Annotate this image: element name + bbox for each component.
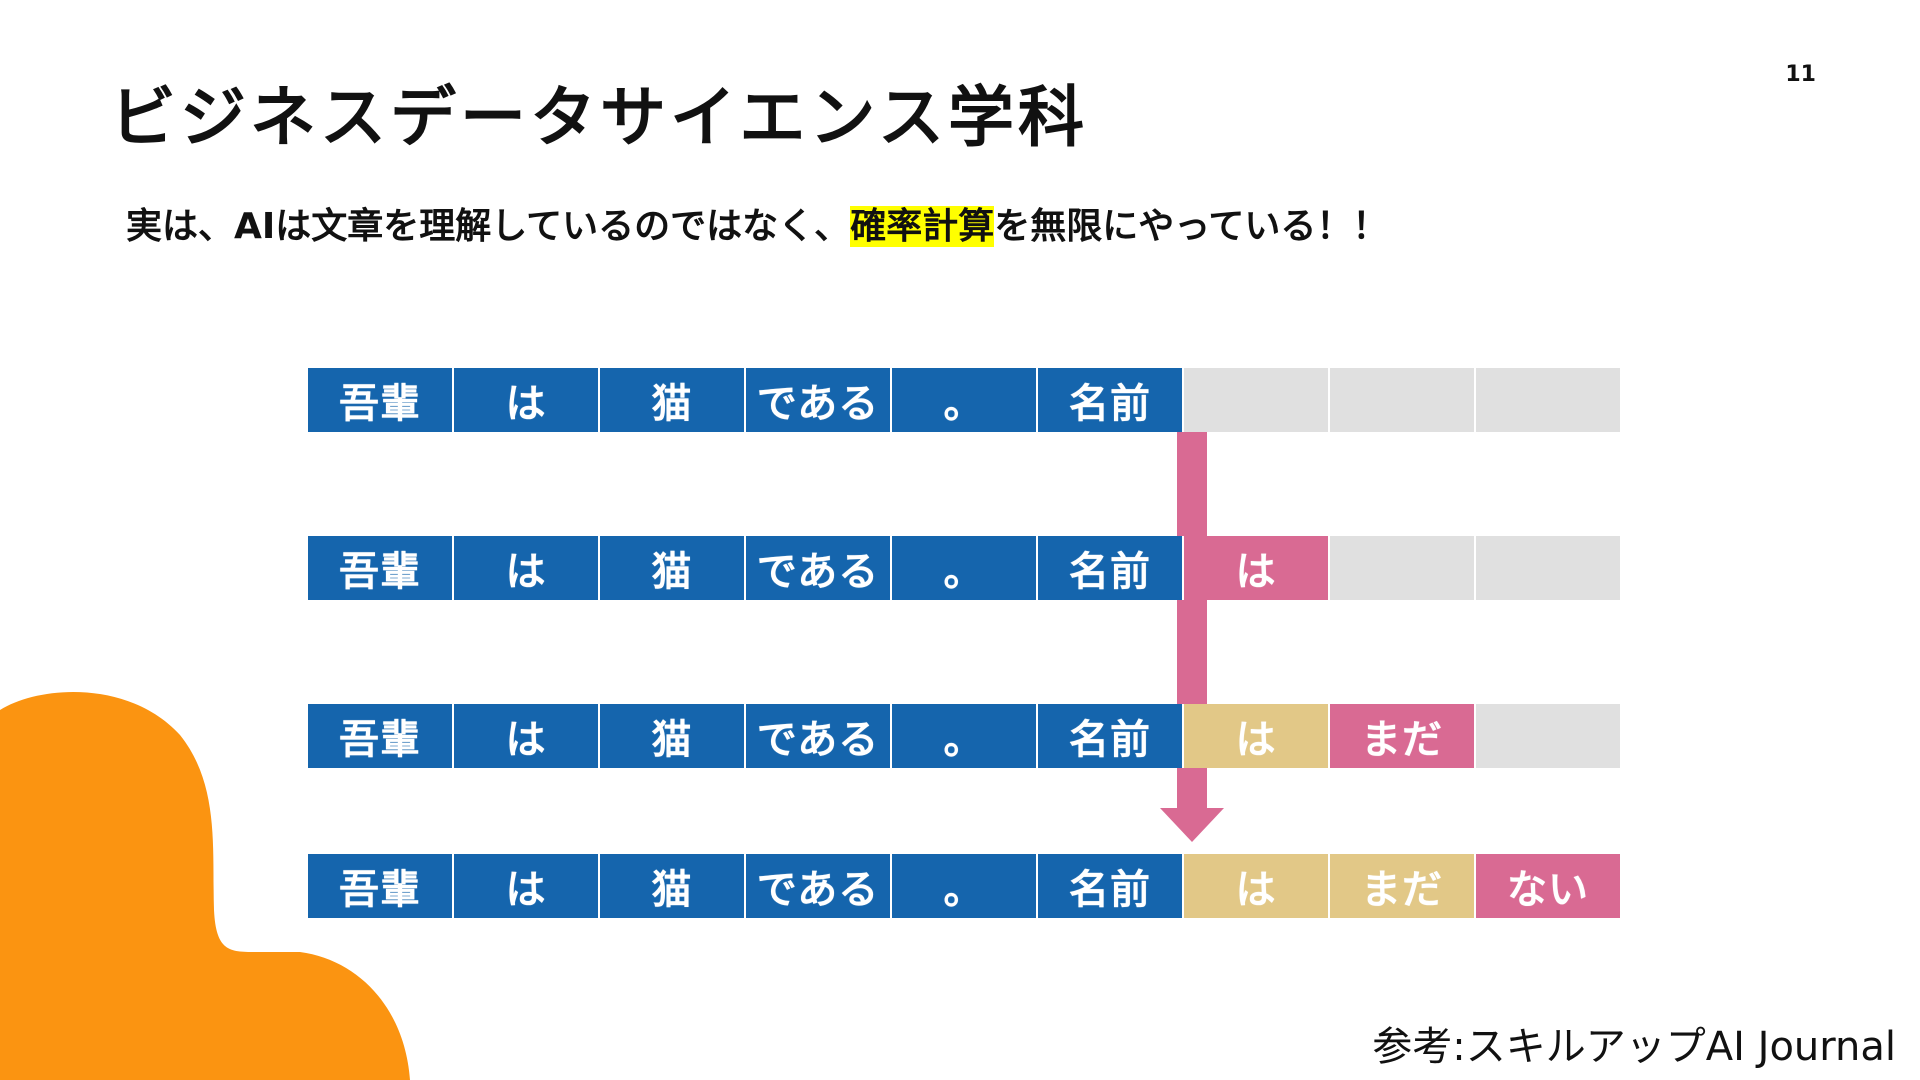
token-cell-blue: である [746,854,890,918]
subtitle-before: 実は、AIは文章を理解しているのではなく、 [126,206,851,247]
token-text: 。 [943,549,985,595]
connector-3 [1177,768,1207,810]
token-row-1: 吾輩 は 猫 である 。 名前 [308,368,1622,432]
token-text: 。 [943,381,985,427]
token-text: 吾輩 [339,549,421,595]
token-cell-tan: まだ [1330,854,1474,918]
token-cell-empty [1184,368,1328,432]
token-cell-blue: 吾輩 [308,704,452,768]
token-text: まだ [1361,717,1443,763]
token-prediction-diagram: 吾輩は猫である。名前 吾輩は猫である。名前は 吾輩は猫である。名前はまだ 吾輩は… [308,368,1620,928]
token-cell-blue: 。 [892,704,1036,768]
subtitle: 実は、AIは文章を理解しているのではなく、確率計算を無限にやっている！！ [126,202,1388,252]
token-text: は [505,549,547,595]
token-cell-blue: 名前 [1038,704,1182,768]
token-cell-empty [1330,368,1474,432]
token-text: 猫 [651,867,693,913]
token-cell-blue: は [454,704,598,768]
token-cell-empty [1476,368,1620,432]
token-text: 猫 [651,549,693,595]
token-text: 吾輩 [339,381,421,427]
subtitle-highlight: 確率計算 [850,206,995,247]
token-cell-blue: である [746,704,890,768]
token-text: である [756,381,880,427]
reference-citation: 参考:スキルアップAI Journal [1372,1024,1896,1070]
token-text: ない [1507,867,1589,913]
token-text: 名前 [1069,867,1151,913]
token-text: は [1235,549,1277,595]
token-row-2: 吾輩 は 猫 である 。 名前 は [308,536,1622,600]
token-cell-blue: 猫 [600,536,744,600]
token-cell-tan: は [1184,704,1328,768]
token-text: 。 [943,867,985,913]
token-cell-pink: は [1184,536,1328,600]
token-text: 。 [943,717,985,763]
token-cell-blue: 猫 [600,854,744,918]
token-text: は [505,717,547,763]
token-text: 吾輩 [339,867,421,913]
token-cell-blue: 名前 [1038,536,1182,600]
token-text: 猫 [651,381,693,427]
token-cell-blue: 。 [892,536,1036,600]
token-text: は [505,867,547,913]
token-text: は [1235,867,1277,913]
token-cell-blue: 。 [892,368,1036,432]
token-cell-blue: は [454,854,598,918]
token-text: 吾輩 [339,717,421,763]
token-text: 猫 [651,717,693,763]
token-text: は [505,381,547,427]
orange-blob-shape [0,692,410,1080]
connector-1 [1177,432,1207,536]
token-cell-blue: 名前 [1038,368,1182,432]
token-cell-blue: は [454,536,598,600]
token-cell-tan: は [1184,854,1328,918]
orange-blob-decoration [0,692,410,1080]
token-text: である [756,549,880,595]
token-cell-blue: は [454,368,598,432]
page-number: 11 [1785,62,1816,87]
token-cell-blue: である [746,536,890,600]
token-text: である [756,867,880,913]
token-cell-empty [1330,536,1474,600]
token-text: 名前 [1069,381,1151,427]
token-row-4: 吾輩 は 猫 である 。 名前 は まだ ない [308,854,1622,918]
connector-2 [1177,600,1207,704]
token-cell-pink: ない [1476,854,1620,918]
token-row-3: 吾輩 は 猫 である 。 名前 は まだ [308,704,1622,768]
token-cell-empty [1476,536,1620,600]
token-cell-empty [1476,704,1620,768]
token-cell-blue: 猫 [600,368,744,432]
token-cell-blue: 吾輩 [308,536,452,600]
token-cell-blue: 吾輩 [308,368,452,432]
token-text: 名前 [1069,717,1151,763]
token-cell-blue: 猫 [600,704,744,768]
token-cell-pink: まだ [1330,704,1474,768]
arrow-down-icon [1160,808,1224,842]
token-cell-blue: 名前 [1038,854,1182,918]
token-text: は [1235,717,1277,763]
subtitle-after: を無限にやっている！！ [994,206,1389,247]
token-cell-blue: 。 [892,854,1036,918]
token-text: まだ [1361,867,1443,913]
token-cell-blue: である [746,368,890,432]
token-text: である [756,717,880,763]
token-cell-blue: 吾輩 [308,854,452,918]
token-text: 名前 [1069,549,1151,595]
page-title: ビジネスデータサイエンス学科 [110,79,1089,156]
